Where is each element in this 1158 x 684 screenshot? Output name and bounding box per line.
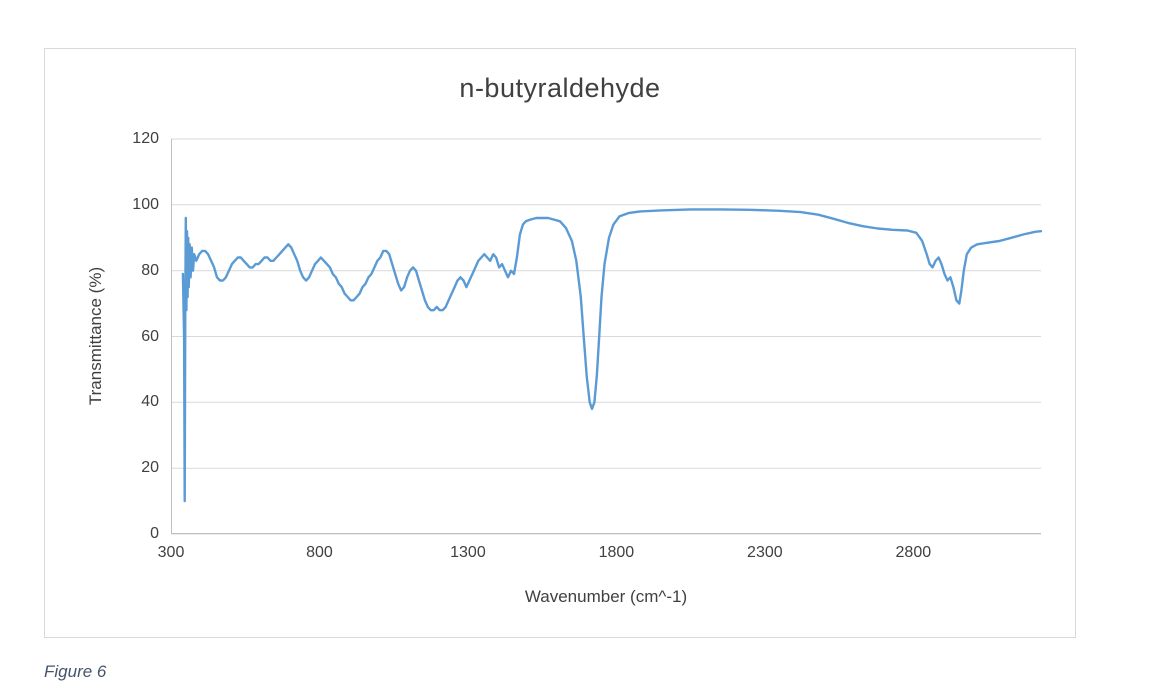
y-axis-tick-label: 0 bbox=[150, 525, 159, 542]
y-axis-tick-label: 60 bbox=[141, 327, 159, 345]
y-axis-tick-label: 120 bbox=[132, 130, 159, 147]
y-axis-tick-label: 100 bbox=[132, 195, 159, 213]
x-axis-title: Wavenumber (cm^-1) bbox=[524, 587, 688, 606]
y-axis-tick-label: 80 bbox=[141, 261, 159, 279]
x-axis-tick-label: 300 bbox=[157, 544, 185, 561]
chart-container: n-butyraldehyde Transmittance (%) 0 20 40 6… bbox=[44, 48, 1076, 638]
chart-title: n-butyraldehyde bbox=[459, 73, 661, 103]
x-axis-tick-label: 1800 bbox=[598, 544, 635, 561]
x-axis-tick-label: 2300 bbox=[747, 544, 783, 561]
x-axis-tick-label: 800 bbox=[306, 544, 333, 561]
plot-area bbox=[171, 138, 1043, 535]
series-line bbox=[181, 208, 1043, 503]
spectrum-plot-svg bbox=[171, 138, 1043, 535]
y-axis-tick-label: 20 bbox=[141, 459, 159, 477]
y-axis-tick-label: 40 bbox=[141, 393, 159, 411]
x-axis-tick-label: 2800 bbox=[895, 544, 932, 561]
x-axis-tick-label: 1300 bbox=[450, 544, 486, 561]
figure-caption: Figure 6 bbox=[44, 662, 107, 681]
